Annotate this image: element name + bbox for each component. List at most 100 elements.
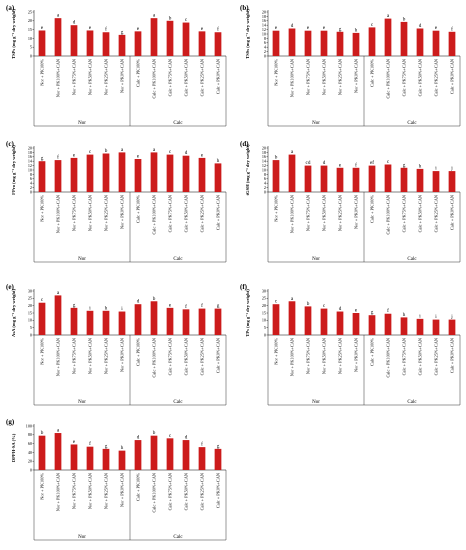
bar-letter-label: i (435, 166, 437, 172)
bar-letter-label: a (57, 290, 60, 296)
x-tick-label: Nor + PK100% (39, 59, 44, 86)
y-tick-label: 8 (30, 172, 32, 177)
bar-letter-label: d (137, 435, 140, 441)
bar (102, 32, 110, 56)
x-tick-label: Nor + PK75%+CAN (71, 195, 76, 231)
bar-letter-label: f (217, 26, 219, 33)
panel-label: (d) (240, 140, 249, 148)
x-tick-label: Nor + PK75%+CAN (71, 59, 76, 95)
y-tick-label: 16 (28, 154, 32, 159)
bar (304, 30, 312, 56)
bar (102, 448, 110, 470)
bar-letter-label: f (201, 302, 203, 309)
bar-letter-label: d (73, 20, 76, 26)
x-tick-label: Nor + PK0%+CAN (353, 195, 358, 229)
chart-panel-2: (b)TSSs (mg g⁻¹ dry weight) 0246810121416… (240, 4, 461, 127)
y-axis-title: TSSs (mg g⁻¹ dry weight) (245, 9, 250, 59)
x-tick-label: Calc + PK25%+CAN (433, 59, 438, 96)
bar-letter-label: g (217, 443, 220, 449)
x-tick-label: Calc + PK25%+CAN (199, 338, 204, 375)
x-tick-label: Nor + PK50%+CAN (87, 59, 92, 95)
bar (384, 164, 392, 192)
y-tick-label: 0 (30, 332, 32, 337)
bar-letter-label: c (371, 22, 374, 28)
x-tick-label: Calc + PK100% (369, 195, 374, 223)
x-tick-label: Calc + PK100% (369, 59, 374, 87)
y-tick-label: 15 (28, 27, 32, 32)
bar-letter-label: a (57, 428, 60, 434)
x-tick-label: Nor + PK0%+CAN (119, 195, 124, 229)
y-tick-label: 5 (30, 45, 32, 50)
x-tick-label: Calc + PK100%+CAN (151, 473, 156, 512)
bar (384, 313, 392, 335)
bar-letter-label: f (57, 154, 59, 161)
x-tick-label: Nor + PK0%+CAN (119, 473, 124, 507)
bar-letter-label: h (105, 305, 108, 311)
y-tick-label: 16 (262, 18, 266, 23)
y-tick-label: 15 (262, 310, 266, 315)
bar-letter-label: e (323, 25, 326, 31)
y-tick-label: 20 (262, 9, 266, 14)
bar-letter-label: f (105, 26, 107, 33)
y-tick-label: 0 (264, 53, 266, 58)
y-tick-label: 0 (30, 53, 32, 58)
chart-panel-6: (f)TPs (mg g⁻¹ dry weight) 0 5 10 15 20 25 30 c N… (240, 283, 461, 406)
bar-letter-label: b (403, 16, 406, 22)
bar (400, 167, 408, 192)
bar (320, 308, 328, 335)
bar-letter-label: c (387, 159, 390, 165)
bar-letter-label: b (41, 430, 44, 436)
x-tick-label: Calc + PK25%+CAN (433, 195, 438, 232)
x-tick-label: Nor + PK100% (39, 473, 44, 500)
y-tick-label: 10 (262, 167, 266, 172)
bar-letter-label: e (73, 152, 76, 158)
group-label: Nor (312, 400, 320, 405)
bar (304, 165, 312, 192)
x-tick-label: Nor + PK100% (273, 338, 278, 365)
bar-letter-label: d (185, 150, 188, 156)
group-label: Nor (78, 257, 86, 262)
bar-letter-label: i (121, 306, 123, 312)
bar-letter-label: e (137, 154, 140, 160)
y-axis-title: DPPH-SA (%) (11, 433, 16, 462)
y-tick-label: 15 (28, 310, 32, 315)
x-tick-label: Calc + PK100% (135, 59, 140, 87)
y-tick-label: 80 (28, 432, 32, 437)
x-tick-label: Calc + PK100% (135, 195, 140, 223)
bar (272, 160, 280, 192)
bar-letter-label: g (371, 310, 374, 316)
x-tick-label: Calc + PK50%+CAN (183, 338, 188, 375)
bar-letter-label: h (121, 445, 124, 451)
x-tick-label: Nor + PK100% (39, 338, 44, 365)
bar (198, 157, 206, 192)
x-tick-label: Nor + PK100% (273, 195, 278, 222)
y-tick-label: 20 (28, 18, 32, 23)
y-tick-label: 25 (28, 296, 32, 301)
bar (448, 319, 456, 335)
x-tick-label: Calc + PK0%+CAN (449, 338, 454, 373)
bar (150, 435, 158, 470)
bar-letter-label: c (89, 149, 92, 155)
x-tick-label: Calc + PK100%+CAN (151, 338, 156, 377)
bar-letter-label: a (387, 13, 390, 19)
bar (182, 440, 190, 470)
bar-letter-label: c (185, 17, 188, 23)
bar-letter-label: g (217, 303, 220, 309)
bar (214, 308, 222, 335)
bar (432, 319, 440, 335)
x-tick-label: Calc + PK75%+CAN (401, 195, 406, 232)
bar (416, 28, 424, 56)
bar (150, 301, 158, 335)
y-tick-label: 16 (262, 154, 266, 159)
bar-letter-label: a (57, 13, 60, 19)
bar (102, 153, 110, 192)
y-tick-label: 12 (262, 163, 266, 168)
bar-letter-label: e (41, 25, 44, 31)
bar-letter-label: d (323, 160, 326, 166)
bar (38, 30, 46, 56)
bar (38, 302, 46, 335)
y-tick-label: 0 (264, 332, 266, 337)
y-tick-label: 6 (264, 40, 266, 45)
x-tick-label: Nor + PK75%+CAN (305, 195, 310, 231)
panel-label: (g) (6, 418, 15, 426)
